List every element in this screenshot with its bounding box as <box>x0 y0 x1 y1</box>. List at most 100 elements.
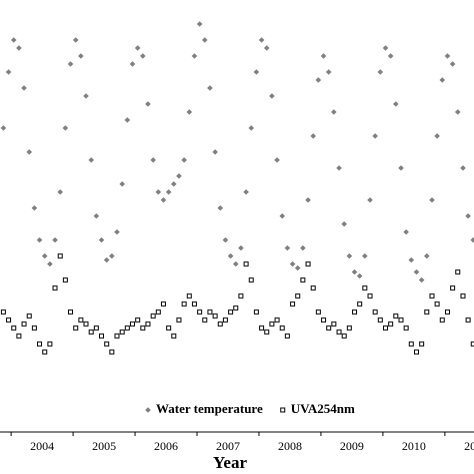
data-point <box>129 61 136 67</box>
data-point <box>5 69 12 75</box>
data-point <box>424 309 430 315</box>
data-point <box>408 257 415 263</box>
data-point <box>103 257 110 263</box>
data-point <box>398 165 404 171</box>
data-point <box>31 205 38 211</box>
data-point <box>11 325 17 331</box>
data-point <box>310 133 317 139</box>
data-point <box>465 317 471 323</box>
data-point <box>197 309 203 315</box>
data-point <box>207 85 213 91</box>
data-point <box>264 329 270 335</box>
data-point <box>93 325 99 331</box>
data-point <box>31 325 37 331</box>
data-point <box>222 317 228 323</box>
data-point <box>372 309 378 315</box>
data-point <box>243 189 249 195</box>
data-point <box>155 189 162 195</box>
data-point <box>47 261 53 267</box>
data-point <box>284 245 291 251</box>
data-point <box>145 101 151 107</box>
data-point <box>78 317 84 323</box>
data-point <box>439 317 445 323</box>
data-point <box>403 229 409 235</box>
data-point <box>248 125 255 131</box>
data-point <box>367 197 373 203</box>
data-point <box>321 317 327 323</box>
legend-symbol <box>280 407 286 413</box>
data-point <box>21 321 27 327</box>
data-point <box>403 325 409 331</box>
data-point <box>413 269 420 275</box>
data-point <box>37 341 43 347</box>
data-point <box>346 253 353 259</box>
data-point <box>423 253 430 259</box>
data-point <box>352 309 358 315</box>
data-point <box>434 133 440 139</box>
data-point <box>57 189 64 195</box>
data-point <box>119 181 125 187</box>
data-point <box>166 325 172 331</box>
data-point <box>129 321 135 327</box>
data-point <box>331 109 337 115</box>
data-point <box>449 61 456 67</box>
data-point <box>134 45 141 51</box>
data-point <box>42 349 48 355</box>
data-point <box>196 21 203 27</box>
data-point <box>217 321 223 327</box>
data-point <box>67 61 74 67</box>
legend-label: UVA254nm <box>291 401 355 416</box>
data-point <box>207 309 213 315</box>
data-point <box>41 253 48 259</box>
data-point <box>155 309 161 315</box>
data-point <box>305 261 311 267</box>
data-point <box>305 197 311 203</box>
data-point <box>26 313 32 319</box>
data-point <box>248 277 254 283</box>
data-point <box>93 213 100 219</box>
data-point <box>165 189 172 195</box>
data-point <box>57 253 63 259</box>
data-point <box>83 321 89 327</box>
data-point <box>455 269 461 275</box>
data-point <box>124 325 130 331</box>
data-point <box>0 309 6 315</box>
data-point <box>377 317 383 323</box>
data-point <box>88 329 94 335</box>
data-point <box>429 197 435 203</box>
data-point <box>0 125 7 131</box>
data-point <box>408 341 414 347</box>
data-point <box>104 341 110 347</box>
data-point <box>341 221 347 227</box>
data-point <box>470 237 474 243</box>
data-point <box>290 301 296 307</box>
data-point <box>109 349 115 355</box>
data-point <box>346 325 352 331</box>
data-point <box>10 37 17 43</box>
data-point <box>259 325 265 331</box>
legend-symbol <box>145 407 151 413</box>
data-point <box>222 237 229 243</box>
data-point <box>253 69 260 75</box>
data-point <box>217 205 224 211</box>
data-point <box>186 293 192 299</box>
data-point <box>16 45 22 51</box>
data-point <box>315 309 321 315</box>
data-point <box>140 53 146 59</box>
data-point <box>377 69 384 75</box>
data-point <box>336 165 342 171</box>
data-point <box>202 317 208 323</box>
data-point <box>52 285 58 291</box>
data-point <box>16 333 22 339</box>
data-point <box>279 325 285 331</box>
data-point <box>444 53 451 59</box>
data-point <box>228 309 234 315</box>
data-point <box>325 69 332 75</box>
data-point <box>176 173 182 179</box>
data-point <box>243 261 249 267</box>
data-point <box>439 77 446 83</box>
data-point <box>62 125 69 131</box>
data-point <box>294 265 301 271</box>
data-point <box>387 53 394 59</box>
data-point <box>398 317 404 323</box>
